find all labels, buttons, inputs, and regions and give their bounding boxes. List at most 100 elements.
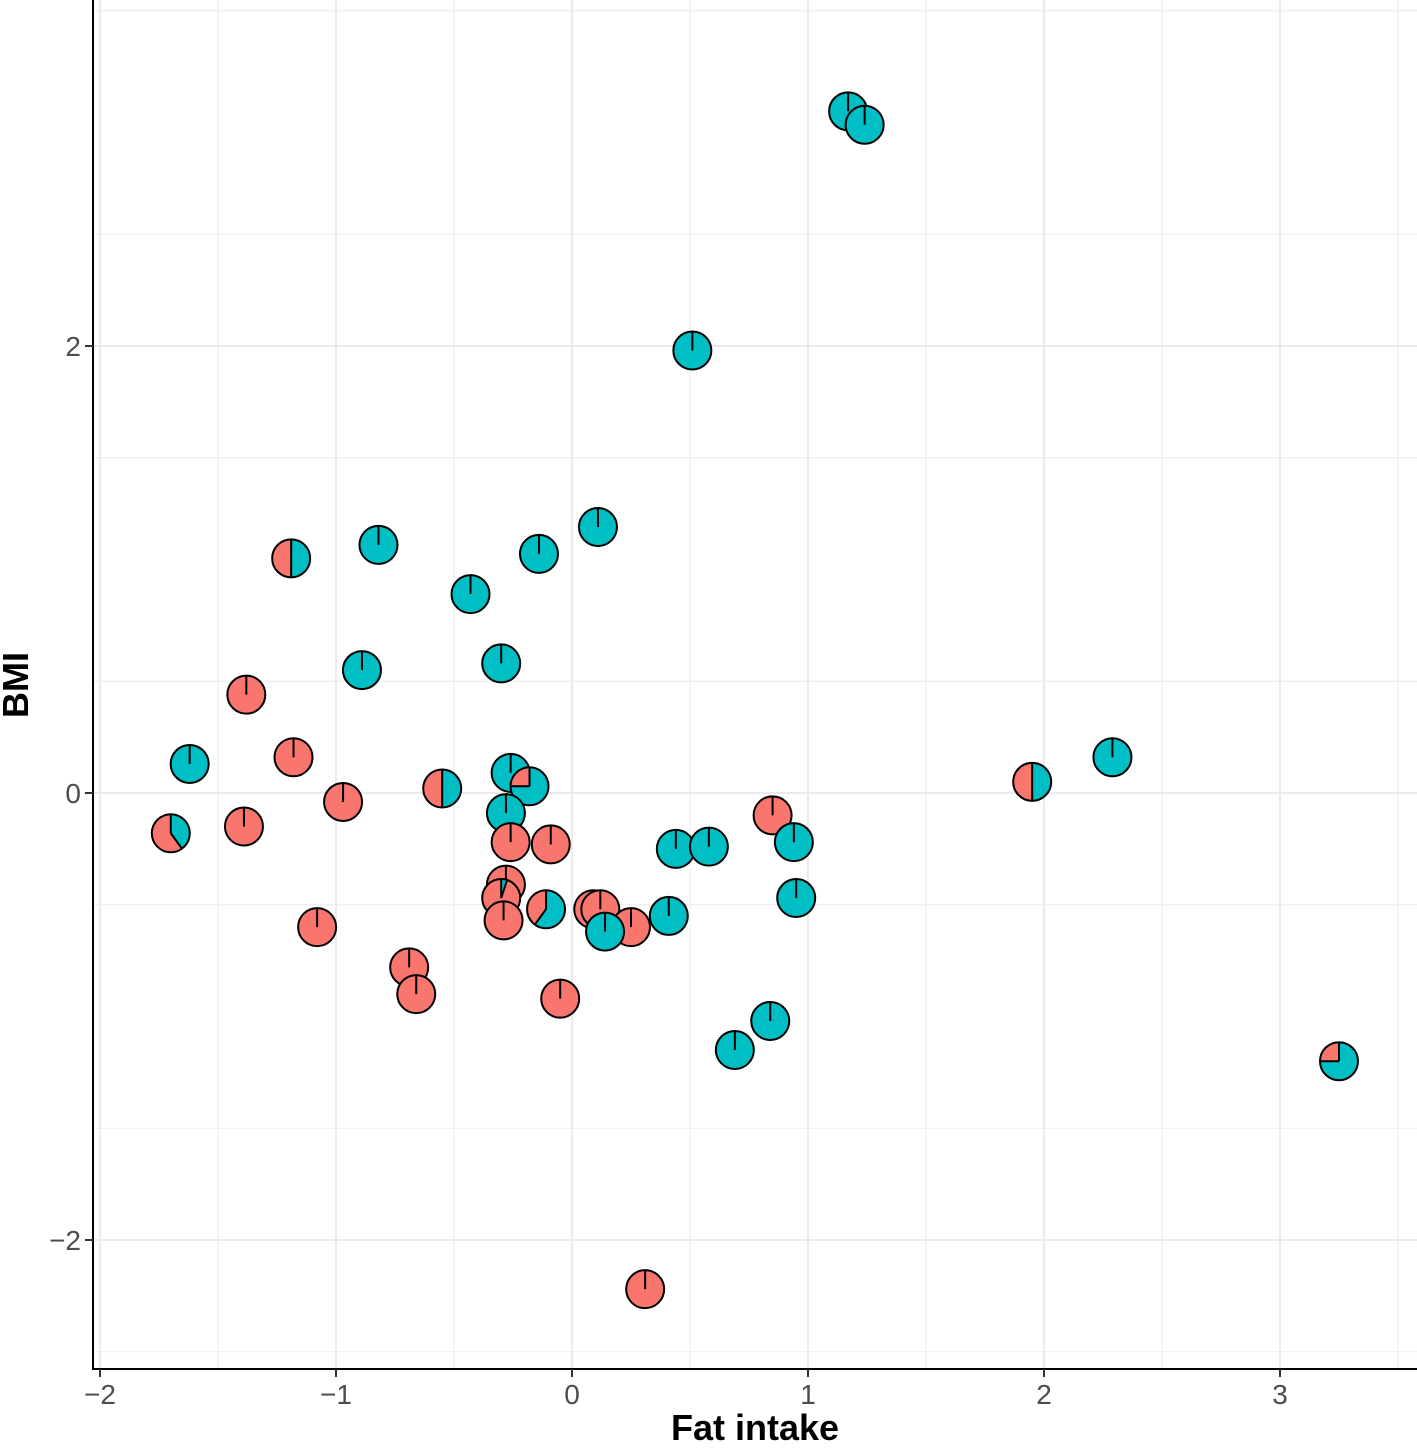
pie-point [776, 878, 817, 919]
pie-point [672, 330, 713, 371]
pie-slice-salmon [151, 814, 182, 853]
pie-point [341, 650, 382, 691]
pie-outline [450, 574, 491, 615]
pie-point [223, 806, 264, 847]
pie-point [450, 574, 491, 615]
pie-outline [150, 813, 191, 854]
pie-outline [1319, 1041, 1359, 1082]
pie-point [530, 824, 571, 865]
x-tick-label: 3 [1272, 1379, 1288, 1410]
pie-outline [844, 104, 885, 145]
pie-outline [714, 1030, 755, 1071]
pie-divider [534, 908, 547, 926]
pie-point [1319, 1041, 1359, 1082]
pie-point [271, 538, 312, 579]
panel-background [93, 0, 1417, 1370]
y-tick-label: 2 [65, 331, 81, 362]
pie-point [150, 813, 191, 854]
data-points [150, 91, 1359, 1310]
pie-outline [223, 806, 264, 847]
pie-outline [271, 538, 312, 579]
pie-point [483, 900, 524, 941]
x-tick-label: 0 [564, 1379, 580, 1410]
pie-outline [509, 766, 550, 807]
pie-outline [530, 824, 571, 865]
pie-outline [1092, 737, 1133, 778]
pie-point [323, 781, 364, 822]
pie-point [481, 643, 522, 684]
pie-point [490, 822, 531, 863]
x-tick-label: −2 [84, 1379, 116, 1410]
pie-outline [396, 974, 437, 1015]
pie-outline [750, 1000, 791, 1041]
axis-ticks: −2 −1 0 1 2 3 −2 0 2 [49, 331, 1288, 1410]
pie-point [297, 907, 338, 948]
y-tick-label: −2 [49, 1225, 81, 1256]
pie-point [396, 974, 437, 1015]
pie-outline [585, 911, 626, 952]
pie-outline [169, 743, 210, 784]
pie-point [1012, 761, 1053, 802]
pie-slice-teal [442, 769, 462, 808]
pie-outline [1012, 761, 1053, 802]
pie-point [518, 533, 559, 574]
pie-point [648, 895, 689, 936]
pie-point [509, 766, 550, 807]
pie-outline [481, 643, 522, 684]
pie-point [585, 911, 626, 952]
pie-point [773, 822, 814, 863]
pie-slice-salmon [1320, 1042, 1339, 1062]
pie-outline [323, 781, 364, 822]
x-tick-label: 1 [800, 1379, 816, 1410]
pie-point [169, 743, 210, 784]
pie-slice-salmon [510, 767, 530, 787]
pie-outline [752, 795, 793, 836]
pie-outline [540, 978, 581, 1019]
pie-outline [518, 533, 559, 574]
pie-point [226, 674, 267, 715]
pie-outline [226, 674, 267, 715]
pie-outline [483, 900, 524, 941]
pie-point [844, 104, 885, 145]
pie-point [752, 795, 793, 836]
pie-slice-teal [1032, 762, 1052, 801]
pie-divider [169, 832, 183, 850]
pie-slice-teal [534, 890, 566, 929]
pie-point [422, 768, 463, 809]
x-axis-title: Fat intake [671, 1407, 839, 1448]
pie-slice-salmon [272, 539, 292, 578]
pie-point [273, 737, 314, 778]
x-tick-label: 2 [1036, 1379, 1052, 1410]
pie-point [688, 826, 729, 867]
grid-lines [93, 0, 1417, 1369]
pie-outline [625, 1269, 666, 1310]
pie-point [1092, 737, 1133, 778]
y-axis-title: BMI [0, 652, 36, 718]
pie-outline [688, 826, 729, 867]
pie-outline [490, 822, 531, 863]
pie-outline [648, 895, 689, 936]
pie-outline [358, 524, 399, 565]
pie-point [485, 793, 526, 834]
pie-point [540, 978, 581, 1019]
y-tick-label: 0 [65, 778, 81, 809]
pie-slice-salmon [527, 890, 547, 925]
pie-outline [341, 650, 382, 691]
pie-outline [672, 330, 713, 371]
pie-slice-salmon [1013, 762, 1033, 801]
pie-slice-salmon [423, 769, 443, 808]
pie-outline [273, 737, 314, 778]
pie-outline [773, 822, 814, 863]
pie-outline [297, 907, 338, 948]
x-tick-label: −1 [320, 1379, 352, 1410]
pie-point [526, 889, 567, 930]
pie-point [358, 524, 399, 565]
pie-outline [526, 889, 567, 930]
pie-slice-teal [291, 539, 311, 578]
pie-slice-teal [170, 814, 190, 849]
pie-point [577, 507, 618, 548]
pie-outline [776, 878, 817, 919]
pie-outline [577, 507, 618, 548]
pie-point [750, 1000, 791, 1041]
